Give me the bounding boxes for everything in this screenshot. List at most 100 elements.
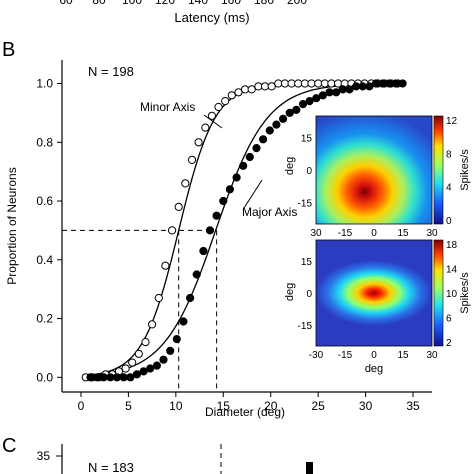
inset-top-colorbar-ticks: 12 8 4 0: [446, 116, 458, 227]
major-axis-point: [305, 97, 314, 106]
y-tick-label: 0.8: [36, 135, 53, 149]
x-tick-label: 35: [406, 399, 420, 413]
colorbar-tick-label: 8: [446, 149, 452, 160]
major-axis-point: [166, 346, 175, 355]
minor-axis-point: [247, 85, 256, 94]
y-tick-label: 0.0: [36, 370, 53, 384]
panel-c-letter: C: [2, 435, 16, 457]
inset-x-tick-label: 30: [310, 228, 322, 239]
major-axis-point: [358, 82, 367, 91]
major-axis-point: [245, 152, 254, 162]
minor-axis-point: [134, 349, 143, 358]
major-axis-point: [279, 114, 288, 123]
data-points: [81, 79, 407, 382]
inset-bottom-x-ticks: -30 -15 0 15 30: [309, 350, 438, 361]
inset-bottom-y-label: deg: [284, 283, 296, 301]
top-x-tick-label: 120: [155, 0, 175, 7]
major-axis-point: [398, 79, 407, 88]
minor-axis-point: [187, 155, 197, 164]
top-x-tick-labels: 60 80 100 120 140 160 180 200: [59, 0, 307, 7]
minor-axis-point: [161, 261, 170, 270]
colorbar-tick-label: 6: [446, 314, 452, 325]
colorbar-tick-label: 18: [446, 240, 458, 251]
inset-y-tick-label: 0: [306, 289, 312, 300]
major-axis-point: [365, 82, 374, 91]
minor-axis-point: [267, 82, 276, 91]
minor-axis-point: [201, 123, 210, 132]
inset-x-tick-label: -15: [338, 228, 353, 239]
n-annotation-b: N = 198: [88, 64, 134, 79]
top-x-tick-label: 160: [221, 0, 241, 7]
top-x-tick-label: 100: [122, 0, 142, 7]
major-axis-point: [239, 161, 248, 170]
inset-top-colorbar-label: Spikes/s: [459, 149, 471, 191]
major-axis-point: [338, 85, 347, 94]
minor-axis-point: [280, 79, 289, 88]
colorbar-tick-label: 14: [446, 265, 458, 276]
top-x-axis-label: Latency (ms): [174, 10, 249, 25]
major-axis-point: [285, 108, 294, 118]
panel-b: B N = 198 0.00.20.40.60.81.0 0 5 10 15 20 25 3…: [2, 39, 471, 419]
inset-x-tick-label: 0: [371, 350, 377, 361]
inset-x-tick-label: -30: [309, 350, 324, 361]
minor-axis-pointer: [203, 114, 223, 129]
x-axis-label: Diameter (deg): [205, 405, 285, 419]
major-axis-point: [192, 270, 201, 279]
inset-x-tick-label: 15: [397, 350, 409, 361]
minor-axis-point: [227, 91, 236, 100]
top-x-tick-label: 140: [188, 0, 208, 7]
inset-y-tick-label: 0: [306, 166, 312, 177]
major-axis-point: [298, 100, 308, 109]
major-axis-point: [146, 364, 155, 373]
colorbar-tick-label: 0: [446, 216, 452, 227]
major-axis-point: [172, 335, 181, 344]
minor-axis-point: [181, 179, 190, 188]
inset-x-tick-label: 15: [397, 228, 409, 239]
minor-axis-point: [234, 88, 243, 97]
major-axis-point: [252, 144, 261, 153]
inset-y-tick-label: 15: [301, 257, 313, 268]
major-axis-point: [199, 246, 208, 256]
inset-y-tick-label: -15: [298, 321, 313, 332]
minor-axis-point: [207, 111, 216, 120]
major-axis-point: [325, 88, 334, 97]
inset-heatmap-top: deg 15 0 -15 30 -15 0 15 30 12 8 4 0 Spikes/s: [284, 115, 471, 239]
major-axis-point: [312, 94, 321, 103]
x-tick-label: 25: [311, 399, 325, 413]
y-axis-label: Proportion of Neurons: [5, 167, 19, 284]
major-axis-point: [371, 79, 381, 88]
inset-y-tick-label: -15: [298, 198, 313, 209]
major-axis-point: [126, 373, 135, 382]
top-x-tick-label: 60: [59, 0, 73, 7]
major-axis-point: [332, 88, 341, 97]
x-tick-label: 20: [264, 399, 278, 413]
major-axis-pointer: [243, 179, 263, 209]
major-axis-point: [259, 135, 268, 144]
minor-axis-point: [260, 82, 270, 91]
minor-axis-label: Minor Axis: [140, 100, 195, 114]
minor-axis-point: [141, 338, 150, 347]
inset-bottom-x-label: deg: [365, 363, 383, 375]
panel-c-y-tick-label: 35: [37, 449, 51, 463]
panel-c-bar: [306, 462, 313, 474]
colorbar-tick-label: 2: [446, 338, 452, 349]
major-axis-point: [139, 367, 148, 376]
major-axis-point: [391, 79, 400, 88]
major-axis-point: [272, 120, 281, 129]
x-ticks: 0 5 10 15 20 25 30 35: [78, 392, 420, 413]
x-tick-label: 30: [359, 399, 373, 413]
major-axis-point: [265, 126, 274, 135]
minor-axis-point: [214, 102, 223, 112]
minor-axis-point: [221, 97, 230, 106]
panel-b-letter: B: [2, 39, 15, 61]
inset-top-y-label: deg: [284, 157, 296, 175]
major-axis-point: [219, 196, 228, 206]
major-axis-point: [225, 185, 234, 194]
inset-x-tick-label: 30: [426, 350, 438, 361]
colorbar-tick-label: 10: [446, 289, 458, 300]
colorbar-tick-label: 12: [446, 116, 458, 127]
inset-top-x-ticks: 30 -15 0 15 30: [310, 228, 438, 239]
minor-axis-point: [154, 293, 163, 303]
minor-axis-point: [327, 79, 336, 88]
